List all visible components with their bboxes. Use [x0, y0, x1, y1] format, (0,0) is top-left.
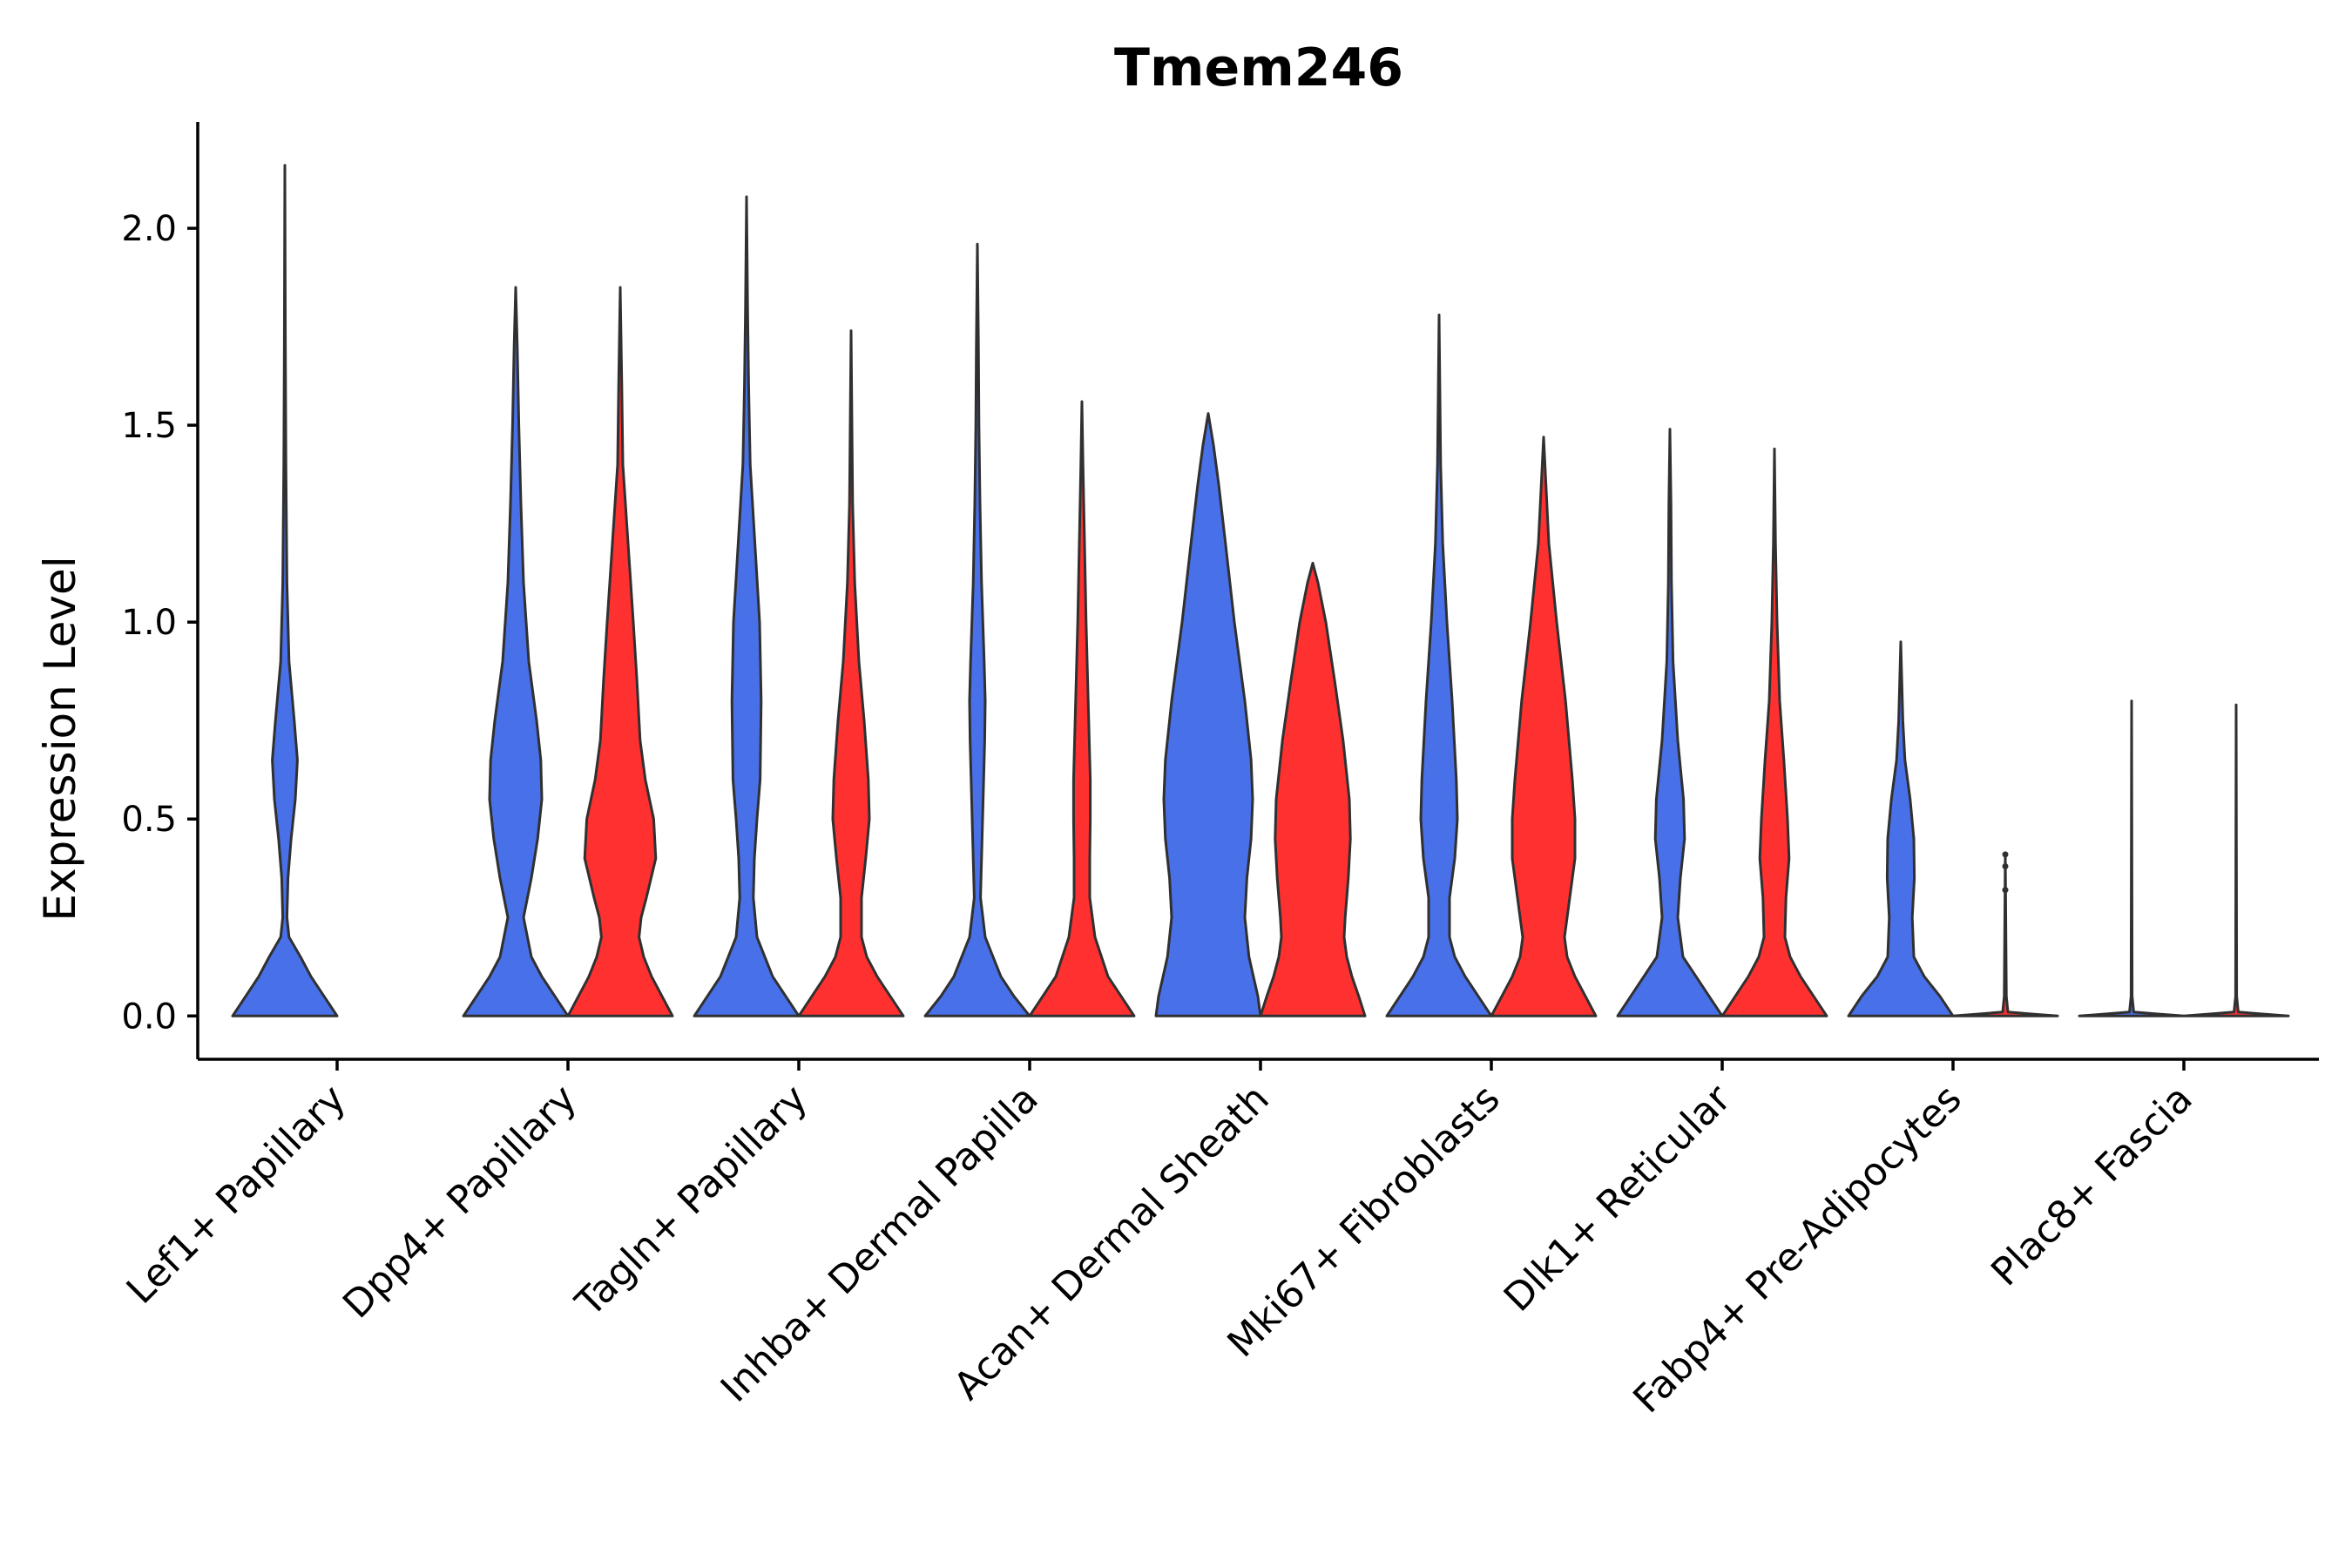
- violin-group1-tagln-papillary: [693, 195, 801, 1017]
- violin-group1-acan-dermal-sheath: [1154, 412, 1262, 1017]
- violin-group2-inhba-dermal-papilla: [1028, 400, 1136, 1017]
- violin-point-fabp4-pre-adipocytes-2: [2002, 851, 2009, 858]
- violin-group1-mki67-fibroblasts: [1385, 314, 1493, 1017]
- violin-group1-lef1-papillary: [231, 164, 339, 1017]
- x-tick-label-lef1-papillary: Lef1+ Papillary: [118, 1077, 355, 1313]
- y-tick-label: 1.5: [121, 406, 177, 446]
- violin-group1-plac8-fascia: [2078, 700, 2186, 1017]
- violin-group2-dlk1-reticular: [1720, 447, 1828, 1017]
- violin-group1-dpp4-papillary: [462, 286, 570, 1017]
- violin-point-fabp4-pre-adipocytes-1: [2002, 862, 2009, 869]
- y-tick-label: 1.0: [121, 603, 177, 643]
- violin-group2-dpp4-papillary: [566, 286, 674, 1017]
- y-tick-label: 2.0: [121, 209, 177, 249]
- violin-layer: [231, 164, 2290, 1017]
- violin-group2-fabp4-pre-adipocytes: [1951, 853, 2059, 1017]
- chart-title: Tmem246: [1114, 37, 1403, 98]
- y-tick-label: 0.0: [121, 997, 177, 1037]
- violin-group2-acan-dermal-sheath: [1259, 561, 1367, 1017]
- violin-point-fabp4-pre-adipocytes-0: [2002, 887, 2009, 894]
- violin-group2-tagln-papillary: [797, 329, 905, 1017]
- y-tick-label: 0.5: [121, 800, 177, 840]
- violin-group1-inhba-dermal-papilla: [923, 242, 1031, 1017]
- y-axis: 0.0 0.5 1.0 1.5 2.0: [121, 122, 199, 1059]
- x-tick-label-tagln-papillary: Tagln+ Papillary: [567, 1077, 816, 1326]
- x-tick-label-dlk1-reticular: Dlk1+ Reticular: [1496, 1076, 1740, 1321]
- y-axis-title: Expression Level: [35, 556, 85, 921]
- x-tick-label-dpp4-papillary: Dpp4+ Papillary: [335, 1077, 585, 1328]
- violin-group2-plac8-fascia: [2182, 703, 2290, 1017]
- x-tick-label-plac8-fascia: Plac8+ Fascia: [1983, 1077, 2201, 1295]
- violin-group2-mki67-fibroblasts: [1490, 436, 1598, 1017]
- violin-group1-fabp4-pre-adipocytes: [1847, 640, 1955, 1017]
- violin-group1-dlk1-reticular: [1616, 428, 1724, 1017]
